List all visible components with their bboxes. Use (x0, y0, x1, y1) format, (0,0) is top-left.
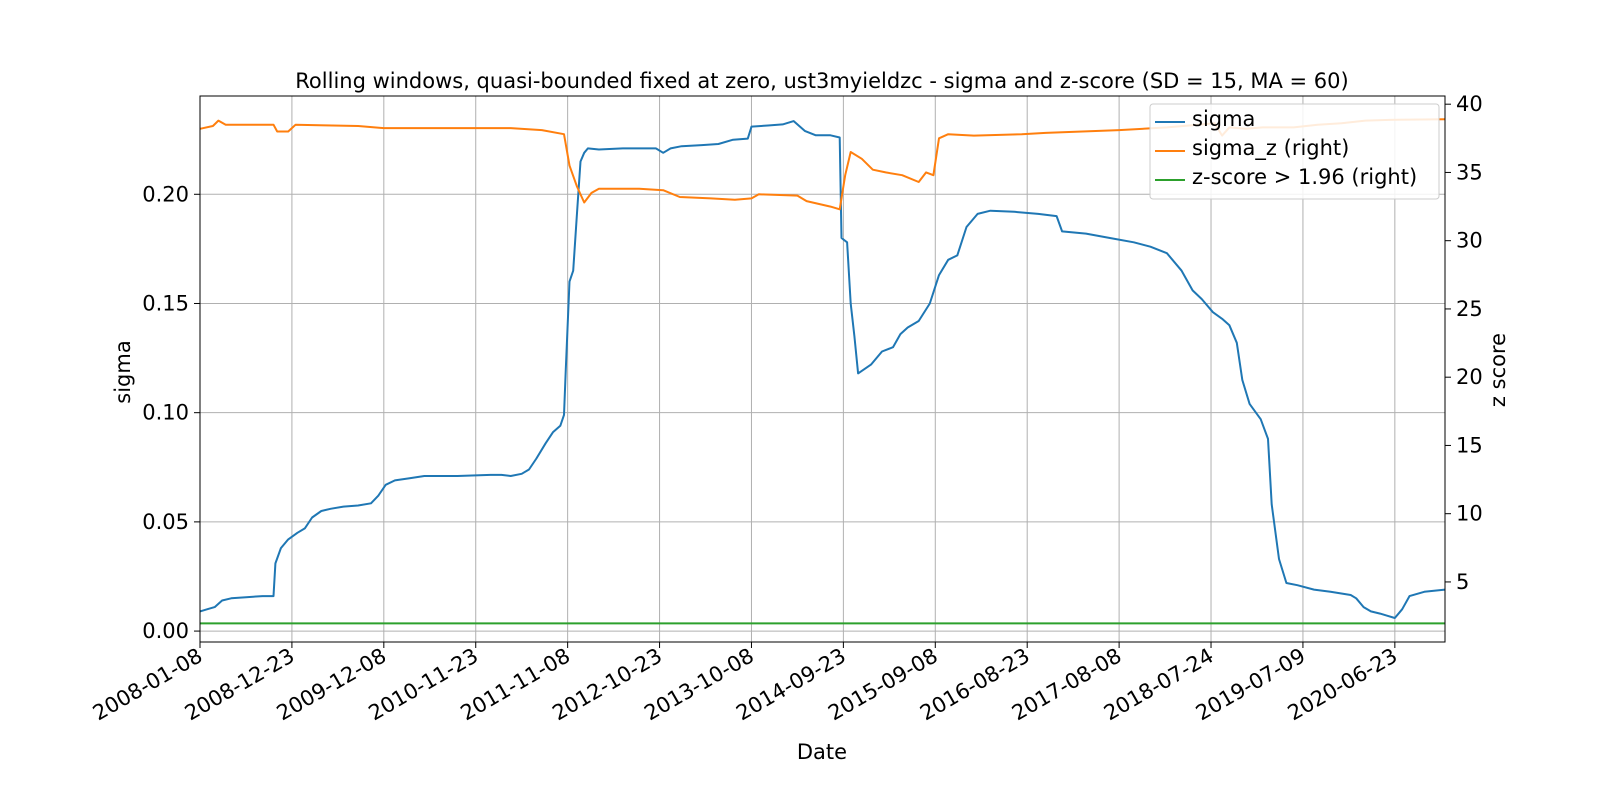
x-axis-label: Date (797, 740, 847, 764)
legend-label-sigma: sigma (1192, 107, 1255, 131)
y2-tick-label: 30 (1456, 229, 1483, 253)
y2-tick-label: 15 (1456, 433, 1483, 457)
legend-label-zscore: z-score > 1.96 (right) (1192, 165, 1417, 189)
y-axis-left: 0.00 0.05 0.10 0.15 0.20 (142, 182, 200, 643)
plot-frame (199, 95, 1446, 643)
legend: sigma sigma_z (right) z-score > 1.96 (ri… (1149, 103, 1440, 200)
y2-tick-label: 20 (1456, 365, 1483, 389)
y2-tick-label: 40 (1456, 92, 1483, 116)
y2-axis-label: z score (1486, 333, 1510, 407)
chart-title: Rolling windows, quasi-bounded fixed at … (295, 69, 1348, 93)
y-tick-label: 0.05 (142, 510, 189, 534)
y-tick-label: 0.10 (142, 401, 189, 425)
legend-label-sigma-z: sigma_z (right) (1192, 136, 1349, 161)
y-axis-label: sigma (111, 340, 135, 403)
y-tick-label: 0.20 (142, 182, 189, 206)
y2-tick-label: 10 (1456, 502, 1483, 526)
y2-tick-label: 5 (1456, 570, 1469, 594)
y-tick-label: 0.15 (142, 291, 189, 315)
y-axis-right: 5 10 15 20 25 30 35 40 (1445, 92, 1483, 594)
y2-tick-label: 35 (1456, 160, 1483, 184)
legend-frame (1149, 103, 1440, 200)
y2-tick-label: 25 (1456, 297, 1483, 321)
y-tick-label: 0.00 (142, 619, 189, 643)
series-sigma-line (199, 120, 1446, 619)
